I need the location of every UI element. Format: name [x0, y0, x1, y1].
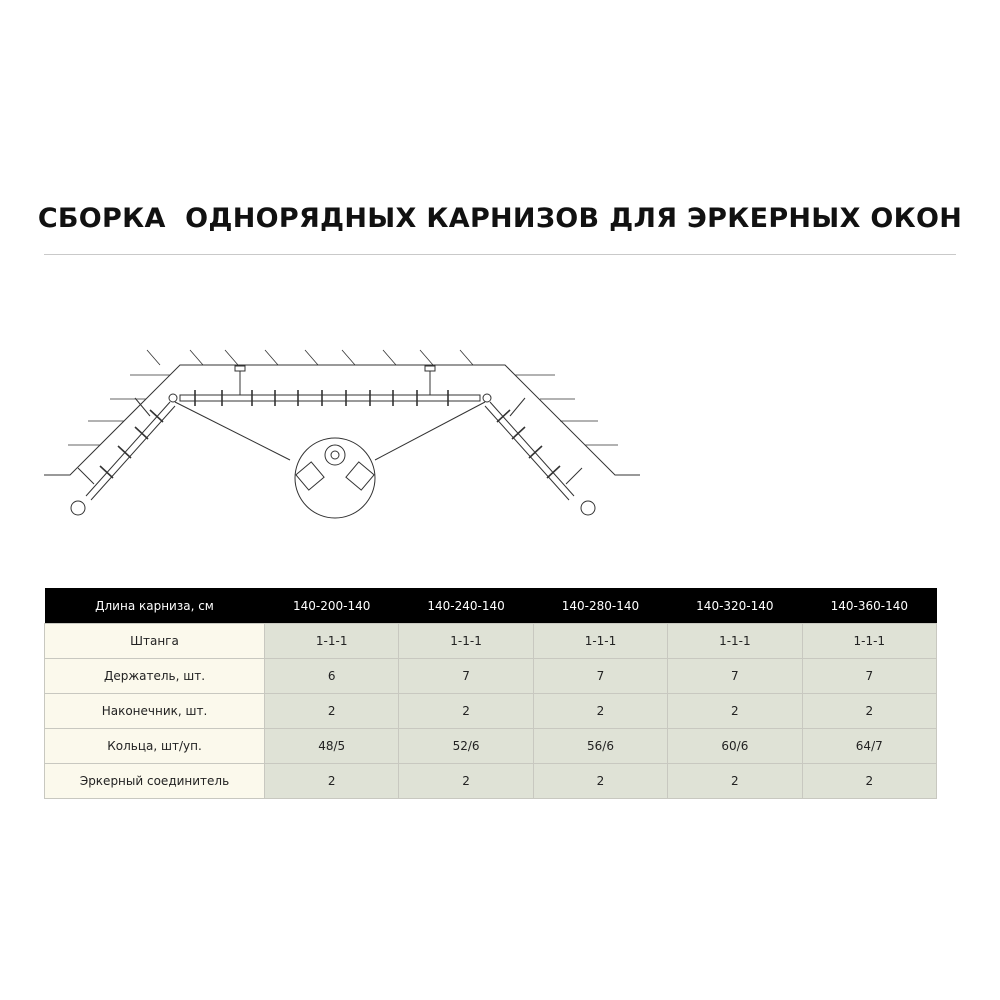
row-label: Кольца, шт/уп. [44, 728, 265, 764]
table-cell: 2 [667, 693, 803, 729]
wall-outline [44, 364, 640, 476]
table-row: Наконечник, шт. 2 2 2 2 2 [44, 693, 938, 729]
row-label: Эркерный соединитель [44, 763, 265, 799]
right-rod [484, 397, 596, 516]
table-cell: 6 [263, 658, 400, 694]
table-cell: 7 [398, 658, 534, 694]
table-cell: 2 [801, 693, 938, 729]
table-row: Эркерный соединитель 2 2 2 2 2 [44, 763, 938, 799]
left-rod [70, 397, 176, 516]
table-cell: 56/6 [532, 728, 669, 764]
table-cell: 7 [532, 658, 669, 694]
wall-hatching [68, 349, 618, 446]
row-label: Держатель, шт. [44, 658, 265, 694]
table-cell: 2 [398, 763, 534, 799]
column-header: 140-360-140 [802, 588, 937, 624]
table-cell: 7 [667, 658, 803, 694]
table-cell: 7 [801, 658, 938, 694]
table-row: Кольца, шт/уп. 48/5 52/6 56/6 60/6 64/7 [44, 728, 938, 764]
table-cell: 2 [532, 763, 669, 799]
column-header: Длина карниза, см [44, 588, 265, 624]
center-rod [168, 365, 492, 406]
table-cell: 2 [263, 693, 400, 729]
table-cell: 1-1-1 [667, 623, 803, 659]
table-cell: 1-1-1 [801, 623, 938, 659]
bay-window-cornice-diagram [44, 349, 640, 519]
table-cell: 52/6 [398, 728, 534, 764]
column-header: 140-320-140 [667, 588, 803, 624]
row-label: Штанга [44, 623, 265, 659]
table-cell: 48/5 [263, 728, 400, 764]
column-header: 140-280-140 [533, 588, 668, 624]
row-label: Наконечник, шт. [44, 693, 265, 729]
page-title: СБОРКА ОДНОРЯДНЫХ КАРНИЗОВ ДЛЯ ЭРКЕРНЫХ … [37, 203, 963, 234]
table-cell: 2 [398, 693, 534, 729]
table-row: Штанга 1-1-1 1-1-1 1-1-1 1-1-1 1-1-1 [44, 623, 938, 659]
table-header-row: Длина карниза, см 140-200-140 140-240-14… [44, 588, 937, 624]
table-cell: 2 [532, 693, 669, 729]
column-header: 140-200-140 [264, 588, 399, 624]
table-cell: 1-1-1 [532, 623, 669, 659]
table-cell: 2 [801, 763, 938, 799]
assembly-table: Длина карниза, см 140-200-140 140-240-14… [44, 588, 938, 799]
connector-detail-callout [174, 401, 486, 519]
table-row: Держатель, шт. 6 7 7 7 7 [44, 658, 938, 694]
table-cell: 60/6 [667, 728, 803, 764]
table-cell: 64/7 [801, 728, 938, 764]
table-cell: 1-1-1 [263, 623, 400, 659]
table-cell: 2 [667, 763, 803, 799]
table-cell: 2 [263, 763, 400, 799]
column-header: 140-240-140 [398, 588, 534, 624]
table-cell: 1-1-1 [398, 623, 534, 659]
title-divider [44, 254, 956, 255]
